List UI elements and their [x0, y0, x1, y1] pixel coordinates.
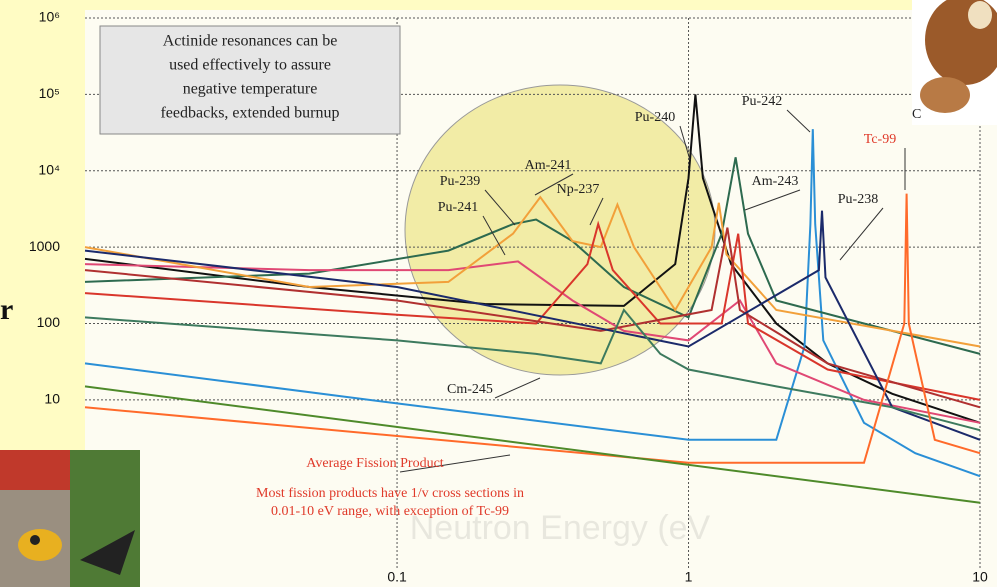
leader-line: [482, 215, 506, 256]
leader-line: [494, 377, 541, 399]
leader-line: [534, 173, 574, 196]
leader-line: [786, 109, 811, 133]
series-label: Am-243: [752, 174, 799, 189]
series-line: [84, 308, 981, 432]
series-label: Average Fission Product: [306, 456, 443, 471]
note-text: 0.01-10 eV range, with exception of Tc-9…: [271, 504, 509, 519]
series-label: Pu-242: [742, 94, 782, 109]
series-label: Am-241: [525, 158, 572, 173]
series-line: [84, 157, 981, 355]
leader-line: [589, 197, 604, 226]
x-tick-label: 1: [685, 569, 693, 585]
side-text: r: [0, 293, 13, 326]
series-label: Np-237: [557, 182, 600, 197]
annotation-box: [99, 25, 401, 135]
dog-image: [912, 0, 997, 125]
leader-line: [744, 189, 801, 211]
y-tick-label: 10: [44, 391, 60, 407]
note-text: Most fission products have 1/v cross sec…: [256, 486, 524, 501]
x-tick-label: 10: [972, 569, 988, 585]
series-label: Pu-239: [440, 174, 480, 189]
x-axis-label: Neutron Energy (eV: [410, 509, 711, 547]
plot: [84, 17, 981, 570]
y-tick-label: 10⁶: [39, 9, 60, 25]
series-label: Tc-99: [864, 132, 896, 147]
annotation-text: used effectively to assure: [169, 57, 331, 74]
series-line: [84, 385, 981, 504]
y-tick-label: 10⁵: [39, 85, 60, 101]
leader-line: [484, 189, 516, 226]
series-line: [84, 193, 981, 464]
highlight-ellipse: [404, 84, 716, 376]
series-label: Pu-240: [635, 110, 675, 125]
series-line: [84, 210, 981, 441]
bird-image: [0, 450, 140, 587]
partial-label: C: [912, 107, 921, 122]
x-tick-label: 0.1: [387, 569, 407, 585]
series-line: [84, 195, 981, 348]
y-tick-label: 1000: [29, 238, 60, 254]
series-line: [84, 129, 981, 478]
y-tick-label: 100: [37, 314, 61, 330]
series-label: Pu-238: [838, 192, 878, 207]
leader-line: [399, 454, 511, 473]
leader-line: [839, 207, 884, 261]
series-label: Pu-241: [438, 200, 478, 215]
series-line: [84, 227, 981, 409]
annotation-text: Actinide resonances can be: [163, 33, 338, 50]
series-line: [84, 260, 981, 424]
series-line: [84, 220, 981, 401]
annotation-text: feedbacks, extended burnup: [160, 105, 339, 122]
y-tick-label: 10⁴: [38, 161, 60, 177]
series-label: Cm-245: [447, 382, 493, 397]
leader-line: [679, 125, 691, 161]
annotation-text: negative temperature: [183, 81, 318, 98]
